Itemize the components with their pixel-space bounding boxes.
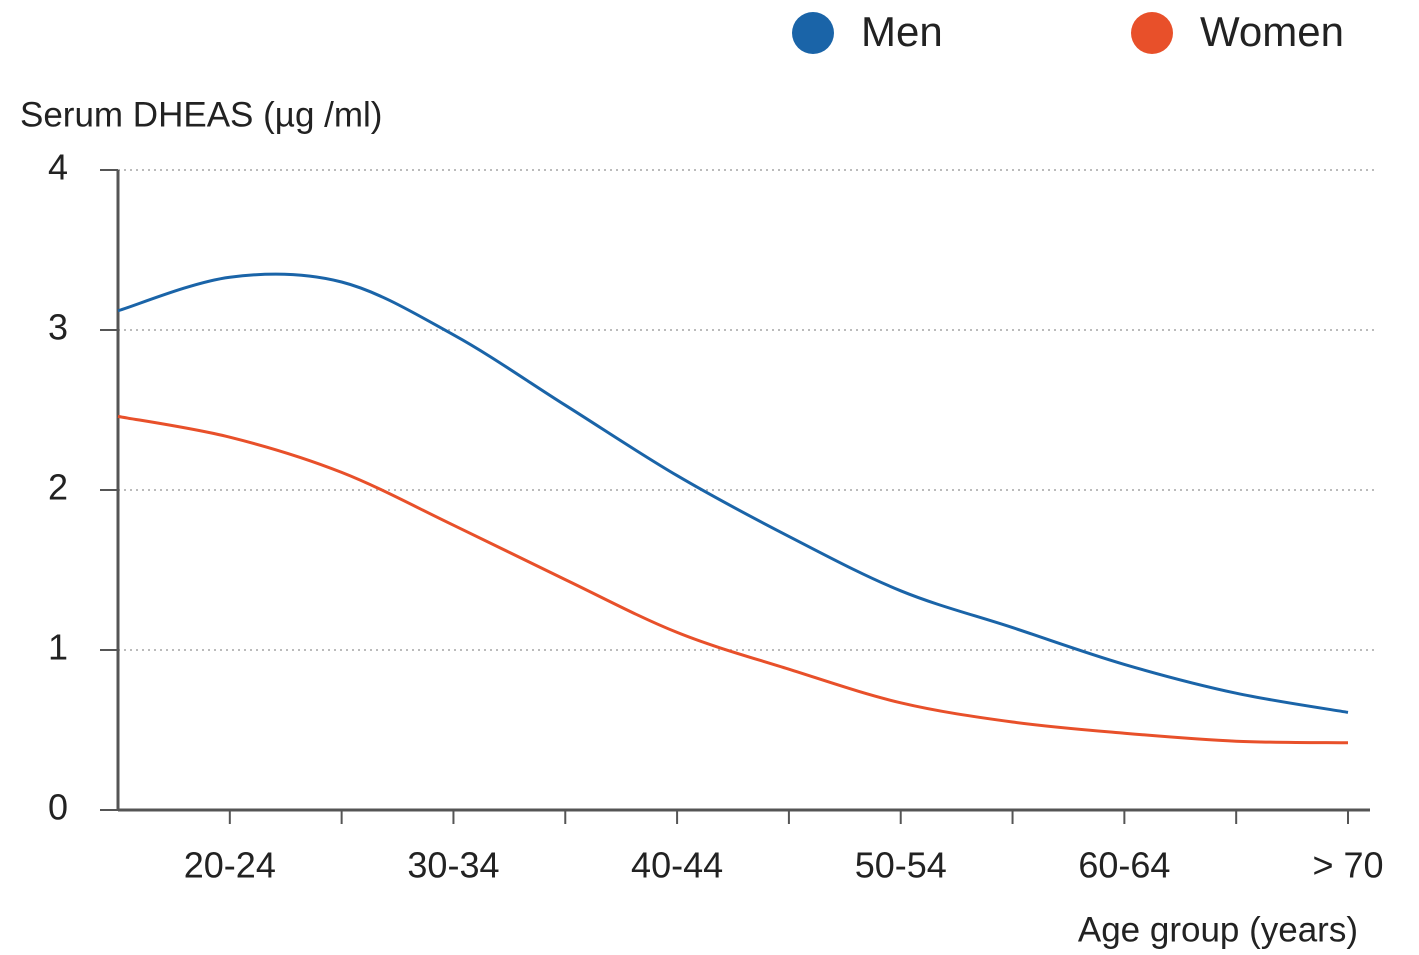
- legend-marker: [792, 12, 834, 54]
- y-tick-label: 4: [48, 147, 68, 188]
- legend-label: Men: [861, 8, 943, 55]
- x-tick-label: > 70: [1312, 845, 1383, 886]
- legend-label: Women: [1200, 8, 1344, 55]
- y-tick-label: 3: [48, 307, 68, 348]
- y-tick-label: 1: [48, 627, 68, 668]
- series-line: [117, 414, 1349, 745]
- legend-marker: [1131, 12, 1173, 54]
- x-tick-label: 40-44: [631, 845, 723, 886]
- x-tick-label: 30-34: [407, 845, 499, 886]
- x-tick-label: 50-54: [855, 845, 947, 886]
- x-tick-label: 60-64: [1078, 845, 1170, 886]
- y-axis-label: Serum DHEAS (µg /ml): [20, 95, 382, 134]
- x-tick-label: 20-24: [184, 845, 276, 886]
- y-tick-label: 2: [48, 467, 68, 508]
- y-tick-label: 0: [48, 787, 68, 828]
- x-axis-label: Age group (years): [1078, 910, 1358, 949]
- series-line: [117, 272, 1349, 714]
